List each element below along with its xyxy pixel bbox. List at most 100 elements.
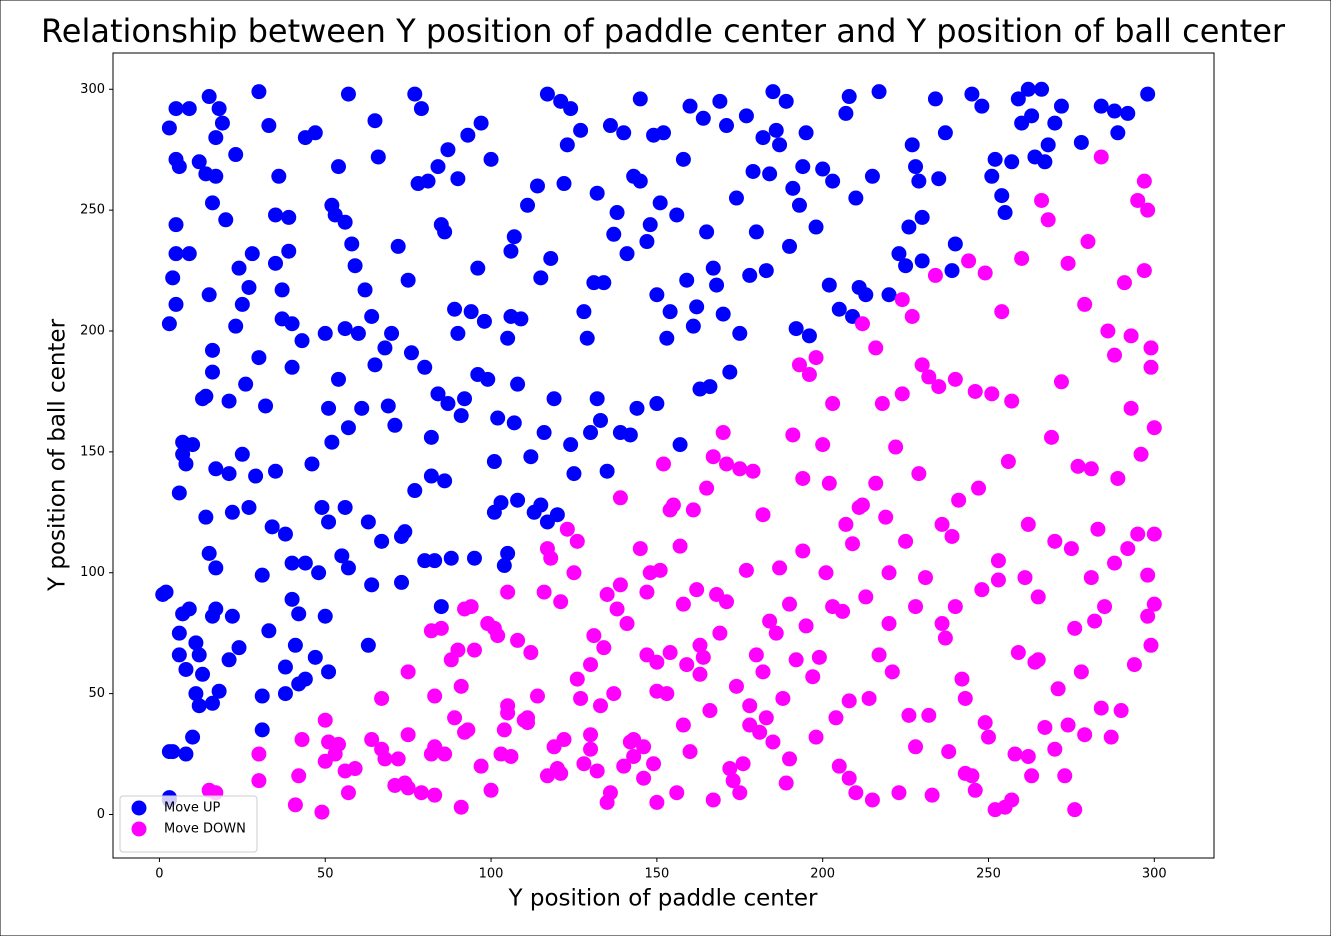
scatter-point (672, 538, 688, 554)
scatter-point (957, 690, 973, 706)
scatter-point (317, 325, 333, 341)
y-tick-label: 200 (80, 324, 105, 339)
scatter-point (632, 541, 648, 557)
scatter-point (304, 456, 320, 472)
scatter-point (871, 647, 887, 663)
scatter-point (738, 108, 754, 124)
plot-frame (112, 52, 1215, 859)
scatter-point (1136, 173, 1152, 189)
y-tick-label: 250 (80, 203, 105, 218)
scatter-point (583, 657, 599, 673)
scatter-point (951, 492, 967, 508)
scatter-point (231, 260, 247, 276)
scatter-point (185, 437, 201, 453)
scatter-point (483, 151, 499, 167)
scatter-point (473, 758, 489, 774)
scatter-point (340, 86, 356, 102)
scatter-point (612, 577, 628, 593)
scatter-point (221, 652, 237, 668)
scatter-point (984, 168, 1000, 184)
scatter-point (675, 717, 691, 733)
scatter-point (599, 794, 615, 810)
scatter-point (689, 582, 705, 598)
scatter-point (271, 168, 287, 184)
scatter-point (307, 649, 323, 665)
scatter-point (1123, 328, 1139, 344)
scatter-point (161, 120, 177, 136)
scatter-point (805, 669, 821, 685)
scatter-point (884, 664, 900, 680)
scatter-point (1143, 637, 1159, 653)
scatter-point (1097, 599, 1113, 615)
scatter-point (503, 243, 519, 259)
scatter-point (954, 671, 970, 687)
scatter-point (881, 616, 897, 632)
scatter-point (1004, 792, 1020, 808)
scatter-point (762, 613, 778, 629)
scatter-point (473, 115, 489, 131)
scatter-point (1107, 103, 1123, 119)
scatter-point (765, 734, 781, 750)
scatter-point (1020, 748, 1036, 764)
scatter-point (659, 686, 675, 702)
scatter-point (775, 690, 791, 706)
scatter-point (692, 666, 708, 682)
scatter-point (1077, 296, 1093, 312)
scatter-point (370, 149, 386, 165)
scatter-point (360, 514, 376, 530)
scatter-point (755, 130, 771, 146)
x-tick-label: 150 (644, 867, 669, 882)
scatter-point (360, 637, 376, 653)
scatter-point (506, 415, 522, 431)
scatter-point (990, 572, 1006, 588)
scatter-point (825, 599, 841, 615)
scatter-point (589, 763, 605, 779)
scatter-point (1030, 589, 1046, 605)
scatter-point (719, 456, 735, 472)
y-tick-label: 50 (88, 686, 105, 701)
scatter-point (380, 398, 396, 414)
scatter-point (496, 557, 512, 573)
scatter-point (914, 253, 930, 269)
scatter-point (331, 159, 347, 175)
scatter-point (400, 780, 416, 796)
scatter-point (649, 654, 665, 670)
scatter-point (831, 301, 847, 317)
scatter-point (350, 325, 366, 341)
scatter-point (699, 480, 715, 496)
scatter-point (1100, 323, 1116, 339)
scatter-point (785, 180, 801, 196)
scatter-point (1020, 516, 1036, 532)
scatter-point (1077, 727, 1093, 743)
scatter-point (646, 756, 662, 772)
scatter-point (652, 195, 668, 211)
scatter-point (201, 89, 217, 105)
scatter-point (672, 437, 688, 453)
scatter-point (616, 758, 632, 774)
scatter-point (311, 565, 327, 581)
scatter-point (1140, 567, 1156, 583)
scatter-point (745, 463, 761, 479)
scatter-point (188, 635, 204, 651)
scatter-point (914, 209, 930, 225)
scatter-point (277, 659, 293, 675)
scatter-point (1040, 137, 1056, 153)
legend-box (119, 795, 258, 853)
scatter-point (453, 799, 469, 815)
legend-marker (131, 821, 147, 837)
scatter-point (908, 599, 924, 615)
scatter-point (791, 357, 807, 373)
scatter-point (868, 475, 884, 491)
scatter-point (218, 212, 234, 228)
scatter-point (944, 528, 960, 544)
scatter-point (566, 565, 582, 581)
scatter-point (705, 260, 721, 276)
scatter-point (964, 86, 980, 102)
scatter-point (427, 553, 443, 569)
scatter-point (181, 601, 197, 617)
scatter-point (496, 722, 512, 738)
scatter-point (1060, 717, 1076, 733)
scatter-point (778, 775, 794, 791)
scatter-point (782, 596, 798, 612)
